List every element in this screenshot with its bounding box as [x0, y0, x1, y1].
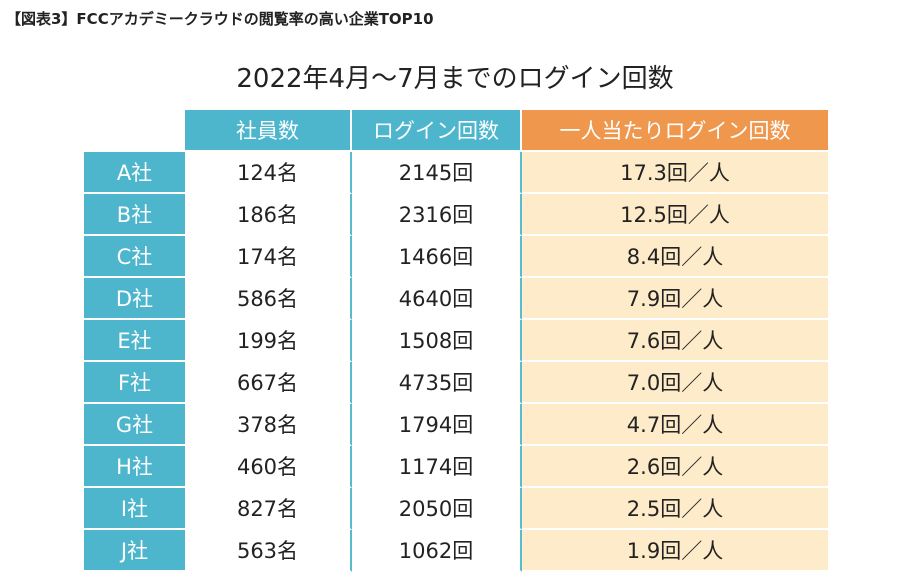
cell-employees: 174名	[185, 236, 352, 278]
row-company: H社	[84, 446, 185, 488]
table-row: I社 827名 2050回 2.5回／人	[84, 488, 828, 530]
table-row: D社 586名 4640回 7.9回／人	[84, 278, 828, 320]
table-body: A社 124名 2145回 17.3回／人 B社 186名 2316回 12.5回／人 C社 17…	[84, 152, 828, 572]
cell-employees: 827名	[185, 488, 352, 530]
cell-logins-per-person: 12.5回／人	[522, 194, 828, 236]
cell-employees: 199名	[185, 320, 352, 362]
cell-logins-per-person: 4.7回／人	[522, 404, 828, 446]
header-employees: 社員数	[185, 110, 352, 152]
cell-logins-per-person: 2.5回／人	[522, 488, 828, 530]
row-company: G社	[84, 404, 185, 446]
cell-employees: 186名	[185, 194, 352, 236]
cell-employees: 124名	[185, 152, 352, 194]
cell-login-count: 4640回	[352, 278, 522, 320]
cell-login-count: 2316回	[352, 194, 522, 236]
cell-login-count: 4735回	[352, 362, 522, 404]
cell-logins-per-person: 2.6回／人	[522, 446, 828, 488]
cell-logins-per-person: 17.3回／人	[522, 152, 828, 194]
login-count-table: 社員数 ログイン回数 一人当たりログイン回数 A社 124名 2145回 17.3回／…	[84, 110, 828, 572]
table-row: H社 460名 1174回 2.6回／人	[84, 446, 828, 488]
cell-logins-per-person: 1.9回／人	[522, 530, 828, 572]
cell-login-count: 1466回	[352, 236, 522, 278]
table-row: C社 174名 1466回 8.4回／人	[84, 236, 828, 278]
table-row: A社 124名 2145回 17.3回／人	[84, 152, 828, 194]
table-row: E社 199名 1508回 7.6回／人	[84, 320, 828, 362]
row-company: A社	[84, 152, 185, 194]
row-company: D社	[84, 278, 185, 320]
figure-label: 【図表3】FCCアカデミークラウドの閲覧率の高い企業TOP10	[6, 10, 434, 28]
header-logins-per-person: 一人当たりログイン回数	[522, 110, 828, 152]
row-company: B社	[84, 194, 185, 236]
cell-login-count: 1508回	[352, 320, 522, 362]
row-company: F社	[84, 362, 185, 404]
cell-employees: 667名	[185, 362, 352, 404]
cell-login-count: 1062回	[352, 530, 522, 572]
table-row: F社 667名 4735回 7.0回／人	[84, 362, 828, 404]
cell-logins-per-person: 8.4回／人	[522, 236, 828, 278]
header-login-count: ログイン回数	[352, 110, 522, 152]
row-company: C社	[84, 236, 185, 278]
cell-login-count: 2145回	[352, 152, 522, 194]
cell-employees: 586名	[185, 278, 352, 320]
cell-logins-per-person: 7.9回／人	[522, 278, 828, 320]
cell-login-count: 1794回	[352, 404, 522, 446]
table-header-row: 社員数 ログイン回数 一人当たりログイン回数	[84, 110, 828, 152]
cell-employees: 563名	[185, 530, 352, 572]
row-company: J社	[84, 530, 185, 572]
header-corner	[84, 110, 185, 152]
row-company: I社	[84, 488, 185, 530]
table-row: B社 186名 2316回 12.5回／人	[84, 194, 828, 236]
cell-employees: 460名	[185, 446, 352, 488]
table-row: G社 378名 1794回 4.7回／人	[84, 404, 828, 446]
row-company: E社	[84, 320, 185, 362]
table-row: J社 563名 1062回 1.9回／人	[84, 530, 828, 572]
cell-logins-per-person: 7.0回／人	[522, 362, 828, 404]
cell-login-count: 2050回	[352, 488, 522, 530]
cell-employees: 378名	[185, 404, 352, 446]
cell-logins-per-person: 7.6回／人	[522, 320, 828, 362]
cell-login-count: 1174回	[352, 446, 522, 488]
chart-title: 2022年4月～7月までのログイン回数	[236, 64, 674, 94]
